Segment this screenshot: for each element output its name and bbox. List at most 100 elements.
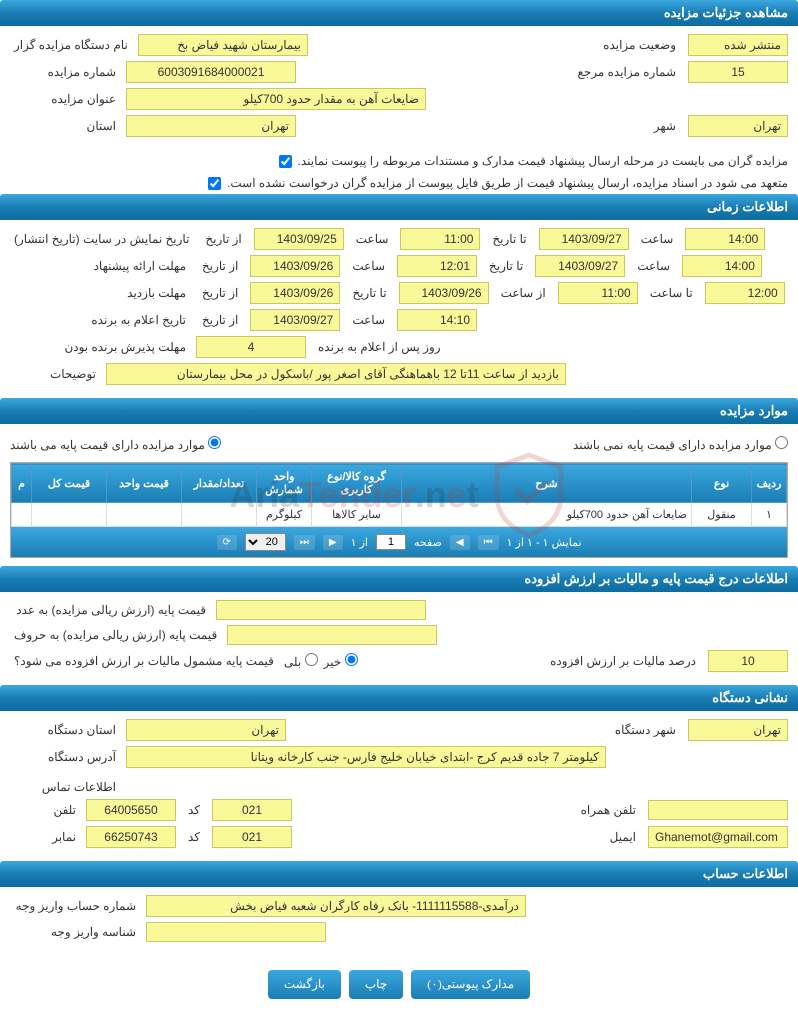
- pager-size[interactable]: 20: [245, 533, 286, 551]
- addr-province-label: استان دستگاه: [10, 723, 120, 737]
- offer-from-time: 12:01: [397, 255, 477, 277]
- time-lbl-5: ساعت: [346, 313, 391, 327]
- pager-page-input[interactable]: [376, 534, 406, 550]
- contact-label: اطلاعات تماس: [10, 780, 120, 794]
- time-lbl-3: ساعت: [346, 259, 391, 273]
- back-button[interactable]: بازگشت: [268, 970, 341, 999]
- check1-box[interactable]: [279, 155, 292, 168]
- check2-box[interactable]: [208, 177, 221, 190]
- account-header: اطلاعات حساب: [0, 861, 798, 887]
- base-no-label[interactable]: موارد مزایده دارای قیمت پایه نمی باشند: [573, 436, 788, 452]
- to-date-lbl-1: تا تاریخ: [486, 232, 532, 246]
- button-row: مدارک پیوستی(۰) چاپ بازگشت: [0, 955, 798, 1014]
- visit-from-time: 11:00: [558, 282, 638, 304]
- addr-city-value: تهران: [688, 719, 788, 741]
- offer-label: مهلت ارائه پیشنهاد: [10, 259, 190, 273]
- display-label: تاریخ نمایش در سایت (تاریخ انتشار): [10, 232, 193, 246]
- col-unit: واحد شمارش: [257, 464, 312, 503]
- price-num-value: [216, 600, 426, 620]
- time-lbl-1: ساعت: [350, 232, 395, 246]
- base-yes-label[interactable]: موارد مزایده دارای قیمت پایه می باشند: [10, 436, 221, 452]
- cell-unitprice: [107, 503, 182, 527]
- announce-label: تاریخ اعلام به برنده: [10, 313, 190, 327]
- col-unitprice: قیمت واحد: [107, 464, 182, 503]
- price-txt-value: [227, 625, 437, 645]
- visit-label: مهلت بازدید: [10, 286, 190, 300]
- acc-id-value: [146, 922, 326, 942]
- addr-province-value: تهران: [126, 719, 286, 741]
- display-to-time: 14:00: [685, 228, 765, 250]
- items-body: موارد مزایده دارای قیمت پایه می باشند مو…: [0, 424, 798, 566]
- col-type: نوع: [692, 464, 752, 503]
- cell-qty: [182, 503, 257, 527]
- visit-to-date: 1403/09/26: [399, 282, 489, 304]
- to-date-lbl-2: تا تاریخ: [483, 259, 529, 273]
- time-body: تاریخ نمایش در سایت (تاریخ انتشار) از تا…: [0, 220, 798, 398]
- subject-label: عنوان مزایده: [10, 92, 120, 106]
- time-header: اطلاعات زمانی: [0, 194, 798, 220]
- col-qty: تعداد/مقدار: [182, 464, 257, 503]
- pager-prev[interactable]: ◀: [450, 535, 470, 550]
- tel-value: 64005650: [86, 799, 176, 821]
- time-lbl-4: ساعت: [631, 259, 676, 273]
- ref-value: 15: [688, 61, 788, 83]
- ref-label: شماره مزایده مرجع: [571, 65, 682, 79]
- visit-from-date: 1403/09/26: [250, 282, 340, 304]
- details-body: نام دستگاه مزایده گزار بیمارستان شهید فی…: [0, 26, 798, 150]
- base-yes-radio[interactable]: [208, 436, 221, 449]
- city-value: تهران: [688, 115, 788, 137]
- cell-type: منقول: [692, 503, 752, 527]
- tel-code-label: کد: [182, 803, 206, 817]
- accept-suffix: روز پس از اعلام به برنده: [312, 340, 447, 354]
- cell-m: [12, 503, 32, 527]
- vat-q: قیمت پایه مشمول مالیات بر ارزش افزوده می…: [10, 654, 278, 668]
- from-date-lbl-4: از تاریخ: [196, 313, 244, 327]
- vat-yes-radio[interactable]: [305, 653, 318, 666]
- acc-value: درآمدی-1111115588- بانک رفاه کارگران شعب…: [146, 895, 526, 917]
- pager-page-lbl: صفحه: [414, 536, 442, 549]
- number-value: 6003091684000021: [126, 61, 296, 83]
- pager-of: از ۱: [351, 536, 368, 549]
- announce-date: 1403/09/27: [250, 309, 340, 331]
- cell-desc: ضایعات آهن حدود 700کیلو: [402, 503, 692, 527]
- fax-code-label: کد: [182, 830, 206, 844]
- pager-refresh-icon[interactable]: ⟳: [217, 535, 237, 550]
- offer-to-time: 14:00: [682, 255, 762, 277]
- table-row[interactable]: ۱ منقول ضایعات آهن حدود 700کیلو سایر کال…: [12, 503, 787, 527]
- address-header: نشانی دستگاه: [0, 685, 798, 711]
- account-body: شماره حساب واریز وجه درآمدی-1111115588- …: [0, 887, 798, 955]
- base-no-radio[interactable]: [775, 436, 788, 449]
- province-value: تهران: [126, 115, 296, 137]
- vat-yes-label[interactable]: بلی: [284, 653, 318, 669]
- to-time-lbl: تا ساعت: [644, 286, 699, 300]
- check2-row: متعهد می شود در اسناد مزایده، ارسال پیشن…: [0, 172, 798, 194]
- acc-id-label: شناسه واریز وجه: [10, 925, 140, 939]
- fax-code-value: 021: [212, 826, 292, 848]
- mobile-value: [648, 800, 788, 820]
- check2-text: متعهد می شود در اسناد مزایده، ارسال پیشن…: [227, 176, 788, 190]
- items-table: ردیف نوع شرح گروه کالا/نوع کاربری واحد ش…: [11, 463, 787, 527]
- print-button[interactable]: چاپ: [349, 970, 403, 999]
- display-to-date: 1403/09/27: [539, 228, 629, 250]
- items-table-wrap: ردیف نوع شرح گروه کالا/نوع کاربری واحد ش…: [10, 462, 788, 558]
- pager-first[interactable]: ⏮: [478, 535, 499, 550]
- price-txt-label: قیمت پایه (ارزش ریالی مزایده) به حروف: [10, 628, 221, 642]
- col-total: قیمت کل: [32, 464, 107, 503]
- from-date-lbl-3: از تاریخ: [196, 286, 244, 300]
- addr-label: آدرس دستگاه: [10, 750, 120, 764]
- tel-label: تلفن: [10, 803, 80, 817]
- vat-no-label[interactable]: خیر: [324, 653, 358, 669]
- pager-info: نمایش ۱ - ۱ از ۱: [507, 536, 582, 549]
- attach-button[interactable]: مدارک پیوستی(۰): [411, 970, 530, 999]
- check1-row: مزایده گران می بایست در مرحله ارسال پیشن…: [0, 150, 798, 172]
- col-row: ردیف: [752, 464, 787, 503]
- acc-label: شماره حساب واریز وجه: [10, 899, 140, 913]
- items-header: موارد مزایده: [0, 398, 798, 424]
- cell-group: سایر کالاها: [312, 503, 402, 527]
- pager-next[interactable]: ▶: [323, 535, 343, 550]
- display-from-date: 1403/09/25: [254, 228, 344, 250]
- vat-no-radio[interactable]: [345, 653, 358, 666]
- org-label: نام دستگاه مزایده گزار: [10, 38, 132, 52]
- fax-label: نمابر: [10, 830, 80, 844]
- pager-last[interactable]: ⏭: [294, 535, 315, 550]
